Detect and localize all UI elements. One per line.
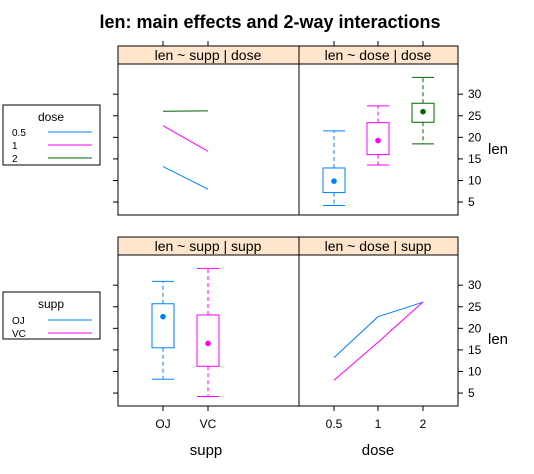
legend-supp-title: supp (38, 297, 64, 311)
y-tick-label-2-5: 25 (468, 300, 482, 314)
y-tick-label-2-6: 30 (468, 278, 482, 292)
y-tick-label-1-5: 25 (468, 109, 482, 123)
series-line-top-left-1 (162, 166, 209, 190)
median-dot-top-right-1 (331, 178, 337, 184)
y-axis-title-top: len (488, 141, 508, 158)
y-tick-label-1-3: 15 (468, 152, 482, 166)
y-tick-label-2-4: 20 (468, 321, 482, 335)
y-tick-label-1-6: 30 (468, 87, 482, 101)
strip-label-top-left: len ~ supp | dose (155, 47, 262, 63)
plot-area-top-left (162, 110, 209, 190)
legend-supp-item-2: VC (12, 329, 26, 340)
legend-supp-item-1: OJ (12, 316, 25, 327)
series-line-bottom-right-1 (333, 301, 424, 358)
axes-layer: 5 10 15 20 25 30 5 10 15 20 25 30 OJ VC 0.5 1 2 (113, 41, 482, 431)
panel-frame-bottom-right (298, 254, 459, 407)
plot-title: len: main effects and 2-way interactions (99, 12, 440, 32)
x-tick-label-supp-2: VC (200, 417, 217, 431)
y-axis-title-bottom: len (488, 331, 508, 348)
x-tick-label-dose-3: 2 (420, 417, 427, 431)
legend-supp-box (2, 291, 101, 340)
legend-dose-item-2: 1 (12, 141, 18, 152)
panel-bottom-right: len ~ dose | supp (298, 236, 459, 407)
median-dot-top-right-3 (420, 108, 426, 115)
panel-frame-top-left (117, 63, 300, 216)
panel-frame-top-right (298, 63, 459, 216)
box-bottom-left-2 (196, 314, 220, 367)
panel-bottom-left: len ~ supp | supp (117, 236, 300, 407)
panel-top-right: len ~ dose | dose (298, 45, 459, 216)
y-tick-label-2-3: 15 (468, 343, 482, 357)
panel-top-left: len ~ supp | dose (117, 45, 300, 216)
x-tick-label-supp-1: OJ (155, 417, 170, 431)
box-top-right-1 (322, 167, 346, 194)
y-tick-label-1-4: 20 (468, 130, 482, 144)
legend-dose-title: dose (38, 110, 64, 124)
median-dot-bottom-left-1 (160, 313, 166, 320)
plot-area-bottom-left (151, 267, 220, 398)
strip-label-bottom-left: len ~ supp | supp (155, 238, 262, 254)
plot-area-bottom-right (333, 301, 424, 381)
y-tick-label-1-1: 5 (468, 195, 475, 209)
x-axis-title-supp: supp (190, 442, 223, 459)
strip-label-bottom-right: len ~ dose | supp (325, 238, 432, 254)
y-tick-label-2-2: 10 (468, 364, 482, 378)
x-axis-title-dose: dose (362, 442, 395, 459)
legend-dose-item-1: 0.5 (12, 128, 26, 139)
series-line-top-left-2 (162, 125, 209, 152)
legend-dose-box (2, 104, 101, 166)
median-dot-top-right-2 (375, 137, 381, 144)
legend-dose-item-3: 2 (12, 154, 18, 165)
plot-area-top-right (322, 76, 435, 207)
series-line-bottom-right-2 (333, 301, 424, 381)
y-tick-label-2-1: 5 (468, 386, 475, 400)
y-tick-label-1-2: 10 (468, 173, 482, 187)
median-dot-bottom-left-2 (205, 340, 211, 347)
legend-supp: supp OJ VC (2, 291, 101, 340)
x-tick-label-dose-2: 1 (375, 417, 382, 431)
box-bottom-left-1 (151, 303, 175, 349)
strip-label-top-right: len ~ dose | dose (325, 47, 432, 63)
x-tick-label-dose-1: 0.5 (326, 417, 343, 431)
box-top-right-3 (411, 102, 435, 123)
box-top-right-2 (366, 122, 390, 156)
legend-dose: dose 0.5 1 2 (2, 104, 101, 166)
